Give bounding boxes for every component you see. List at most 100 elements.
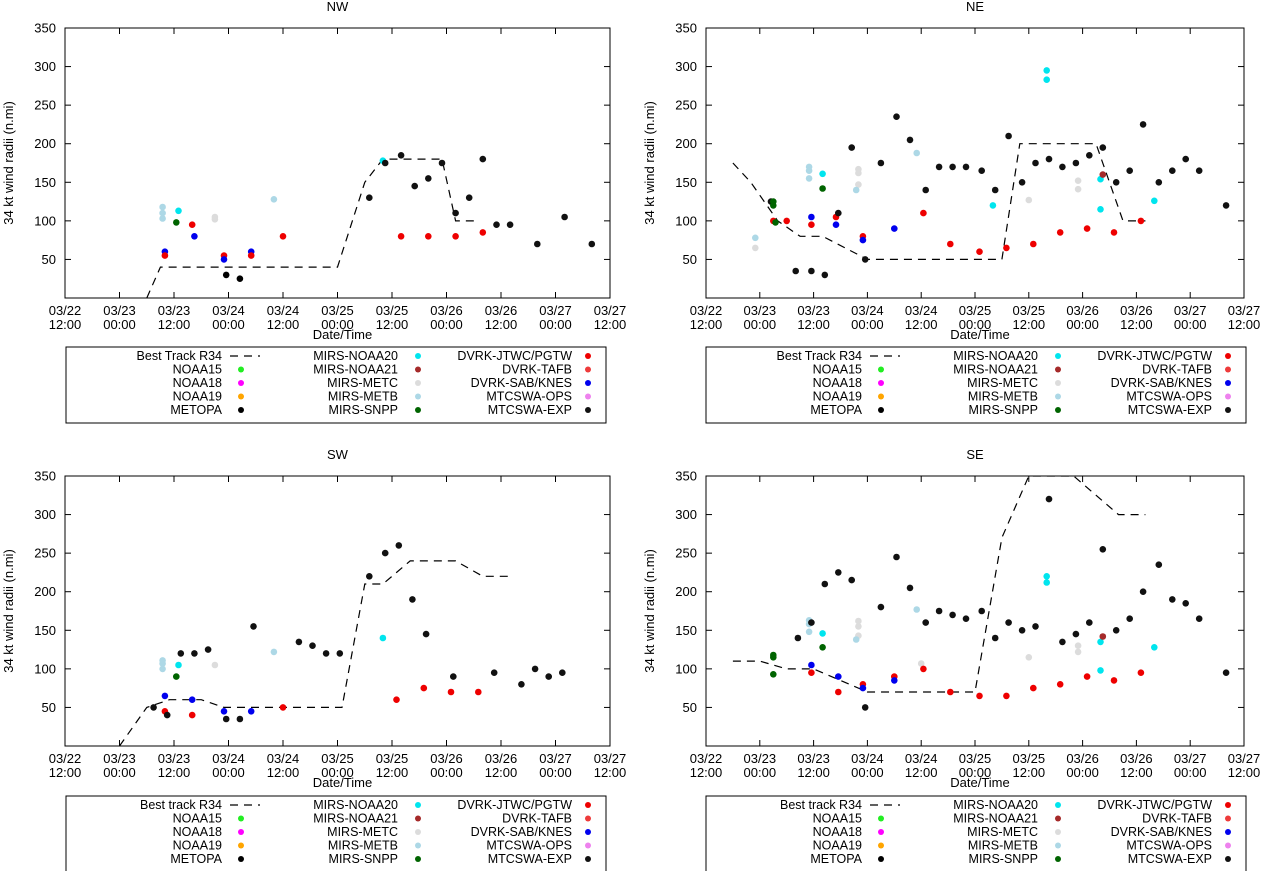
point-dvrk-jtwc-pgtw [1110,229,1118,236]
point-mtcswa-exp [821,271,829,279]
point-dvrk-jtwc-pgtw [420,684,428,692]
chart-title: SE [966,447,984,462]
legend-swatch [1225,407,1231,413]
legend-swatch [585,366,591,373]
legend-label: MTCSWA-EXP [1128,852,1212,866]
legend-swatch [585,353,591,359]
point-mirs-metc [855,617,862,625]
point-mtcswa-exp [1139,588,1147,595]
x-tick-label-time: 00:00 [430,765,463,780]
legend-label: DVRK-SAB/KNES [1111,376,1212,390]
point-mirs-metc [752,244,759,252]
point-dvrk-sab-knes [188,696,196,703]
point-mtcswa-exp [1018,627,1026,634]
point-mtcswa-exp [1222,669,1230,676]
legend-label: MIRS-SNPP [329,403,398,417]
x-tick-label-time: 00:00 [1174,317,1207,332]
x-tick-label-date: 03/22 [49,303,82,318]
legend-swatch [878,842,884,849]
legend-swatch [1055,353,1061,359]
x-tick-label-time: 12:00 [485,765,518,780]
point-mtcswa-exp [150,704,157,711]
x-tick-label-date: 03/23 [797,303,830,318]
panel-nw: NW5010015020025030035003/2212:0003/2300:… [1,0,626,424]
x-tick-label-date: 03/25 [321,303,354,318]
point-mtcswa-exp [236,715,244,723]
x-tick-label-time: 12:00 [797,765,830,780]
point-mtcswa-exp [991,186,999,194]
point-mtcswa-exp [935,607,943,615]
plot-frame [64,27,611,299]
point-mtcswa-exp [518,681,525,688]
point-mtcswa-exp [163,711,171,719]
point-mtcswa-exp [877,159,885,167]
y-tick-label: 250 [34,546,56,561]
x-tick-label-time: 00:00 [959,317,992,332]
legend-swatch [415,842,421,849]
chart-title: NE [966,0,984,14]
point-mirs-metc [855,169,862,177]
point-mtcswa-exp [545,673,552,680]
point-mtcswa-exp [1126,167,1133,174]
x-tick-label-time: 12:00 [267,317,300,332]
legend-label: MIRS-METC [967,376,1038,390]
point-mtcswa-exp [1112,179,1120,186]
point-dvrk-sab-knes [808,213,815,221]
x-tick-label-time: 00:00 [212,317,245,332]
legend-label: MIRS-NOAA21 [953,812,1038,826]
point-mirs-noaa20 [989,202,997,209]
point-mtcswa-exp [861,256,869,263]
point-mtcswa-exp [1005,619,1012,626]
x-tick-label-time: 00:00 [851,765,884,780]
legend-label: DVRK-SAB/KNES [471,376,572,390]
y-tick-label: 150 [675,175,697,190]
legend-swatch [238,407,244,413]
y-tick-label: 100 [34,661,56,676]
legend-swatch [1225,366,1231,373]
x-tick-label-date: 03/24 [851,303,884,318]
y-tick-label: 150 [34,623,56,638]
legend-swatch [1225,380,1231,386]
x-tick-label-date: 03/26 [1120,751,1153,766]
point-dvrk-jtwc-pgtw [783,217,790,225]
point-mtcswa-exp [336,650,344,657]
x-tick-label-time: 12:00 [1013,765,1046,780]
point-mtcswa-exp [506,221,514,228]
point-mirs-metc [917,660,925,667]
point-mirs-metb [270,648,278,656]
point-mtcswa-exp [191,650,198,657]
y-tick-label: 350 [34,21,56,36]
legend-label: MTCSWA-EXP [1128,403,1212,417]
panel-se: SE5010015020025030035003/2212:0003/2300:… [642,447,1260,871]
x-tick-label-time: 12:00 [267,765,300,780]
legend-label: MIRS-NOAA20 [953,349,1038,363]
legend-label: MIRS-NOAA20 [313,798,398,812]
y-axis-label: 34 kt wind radii (n.mi) [642,549,657,673]
legend-label: NOAA19 [173,390,222,404]
point-mirs-noaa20 [175,207,182,215]
point-mirs-noaa20 [1043,76,1050,83]
legend-label: MIRS-METB [328,390,398,404]
legend-swatch [585,815,591,822]
point-dvrk-jtwc-pgtw [1003,692,1010,700]
legend-swatch [585,856,591,862]
x-tick-label-time: 12:00 [1120,317,1153,332]
x-axis-label: Date/Time [950,327,1009,342]
y-tick-label: 150 [34,175,56,190]
point-mtcswa-exp [1099,144,1107,151]
best-track-line [146,158,474,298]
x-tick-label-time: 00:00 [539,317,572,332]
x-tick-label-time: 12:00 [1228,317,1261,332]
plot-frame [705,475,1245,747]
x-tick-label-date: 03/25 [959,751,992,766]
x-tick-label-date: 03/27 [1174,303,1207,318]
point-mirs-snpp [819,185,826,192]
legend-swatch [238,366,244,373]
x-tick-label-date: 03/27 [1228,303,1261,318]
point-dvrk-jtwc-pgtw [452,233,459,240]
point-mtcswa-exp [848,144,855,151]
point-dvrk-sab-knes [835,673,842,680]
